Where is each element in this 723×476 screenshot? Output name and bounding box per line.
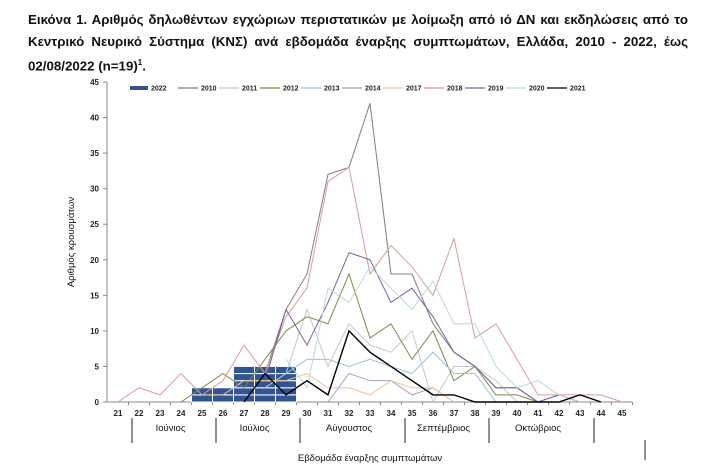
line-series-2010 [264,103,581,403]
bar-2022-week-29 [275,394,297,403]
x-tick-label: 34 [387,409,396,418]
bar-2022-week-25 [191,394,213,403]
x-tick-label: 45 [618,409,627,418]
legend-label-2020: 2020 [529,86,545,93]
legend-label-2022: 2022 [151,86,167,93]
bar-2022-week-26 [212,394,234,403]
line-series-2019 [264,252,581,403]
x-tick-label: 29 [282,409,291,418]
line-series-2018 [117,166,623,403]
x-tick-label: 44 [597,409,606,418]
legend-label-2018: 2018 [447,86,463,93]
month-label: Ιούλιος [240,423,270,434]
bar-2022-week-28 [254,394,276,403]
legend-label-2017: 2017 [406,86,422,93]
x-tick-label: 32 [345,409,354,418]
month-label: Ιούνιος [156,423,186,434]
bar-2022-week-28 [254,387,276,396]
y-axis-label: Αριθμός κρουσμάτων [66,197,77,288]
line-series-2012 [180,272,539,403]
legend-swatch-2022 [130,86,148,90]
x-tick-label: 37 [450,409,459,418]
month-label: Οκτώβριος [515,423,561,434]
x-tick-label: 35 [408,409,417,418]
y-tick-label: 5 [95,362,100,371]
x-tick-label: 26 [219,409,228,418]
x-tick-label: 31 [324,409,333,418]
x-tick-label: 42 [555,409,564,418]
x-tick-label: 33 [366,409,375,418]
legend-label-2019: 2019 [488,86,504,93]
y-tick-label: 20 [90,256,99,265]
bar-2022-week-29 [275,387,297,396]
x-tick-label: 24 [177,409,186,418]
bar-2022-week-29 [275,373,297,382]
x-tick-label: 25 [198,409,207,418]
line-series-2017 [202,373,455,403]
bar-2022-week-27 [233,365,255,375]
x-tick-label: 43 [576,409,585,418]
title-text: Εικόνα 1. Αριθμός δηλωθέντων εγχώριων πε… [28,12,688,74]
y-tick-label: 35 [90,149,99,158]
y-tick-label: 0 [95,398,100,407]
chart-title: Εικόνα 1. Αριθμός δηλωθέντων εγχώριων πε… [28,9,688,77]
title-footnote-mark: 1 [137,58,143,67]
month-label: Αύγουστος [326,423,373,434]
y-tick-label: 10 [90,327,99,336]
legend-label-2021: 2021 [570,86,586,93]
legend-label-2013: 2013 [324,86,340,93]
title-end: . [142,58,146,74]
line-series-2021 [243,329,602,403]
legend-label-2012: 2012 [283,86,299,93]
y-tick-label: 40 [90,114,99,123]
y-tick-label: 25 [90,220,99,229]
x-tick-label: 39 [492,409,501,418]
x-tick-label: 21 [114,409,123,418]
bar-2022-week-27 [233,380,255,389]
x-tick-label: 27 [240,409,249,418]
x-tick-label: 28 [261,409,270,418]
y-tick-label: 45 [90,78,99,87]
x-tick-label: 30 [303,409,312,418]
x-tick-label: 41 [534,409,543,418]
x-tick-label: 23 [156,409,165,418]
line-series-2020 [285,266,581,403]
x-axis-label: Εβδομάδα έναρξης συμπτωμάτων [298,453,443,464]
y-tick-label: 15 [90,291,99,300]
bar-2022-week-26 [212,387,234,396]
legend-label-2014: 2014 [365,86,381,93]
month-label: Σεπτέμβριος [417,423,470,434]
x-tick-label: 40 [513,409,522,418]
legend-label-2011: 2011 [242,86,257,93]
bar-2022-week-25 [191,387,213,396]
legend-label-2010: 2010 [201,86,217,93]
y-tick-label: 30 [90,185,99,194]
x-tick-label: 22 [135,409,144,418]
x-tick-label: 38 [471,409,480,418]
x-tick-label: 36 [429,409,438,418]
